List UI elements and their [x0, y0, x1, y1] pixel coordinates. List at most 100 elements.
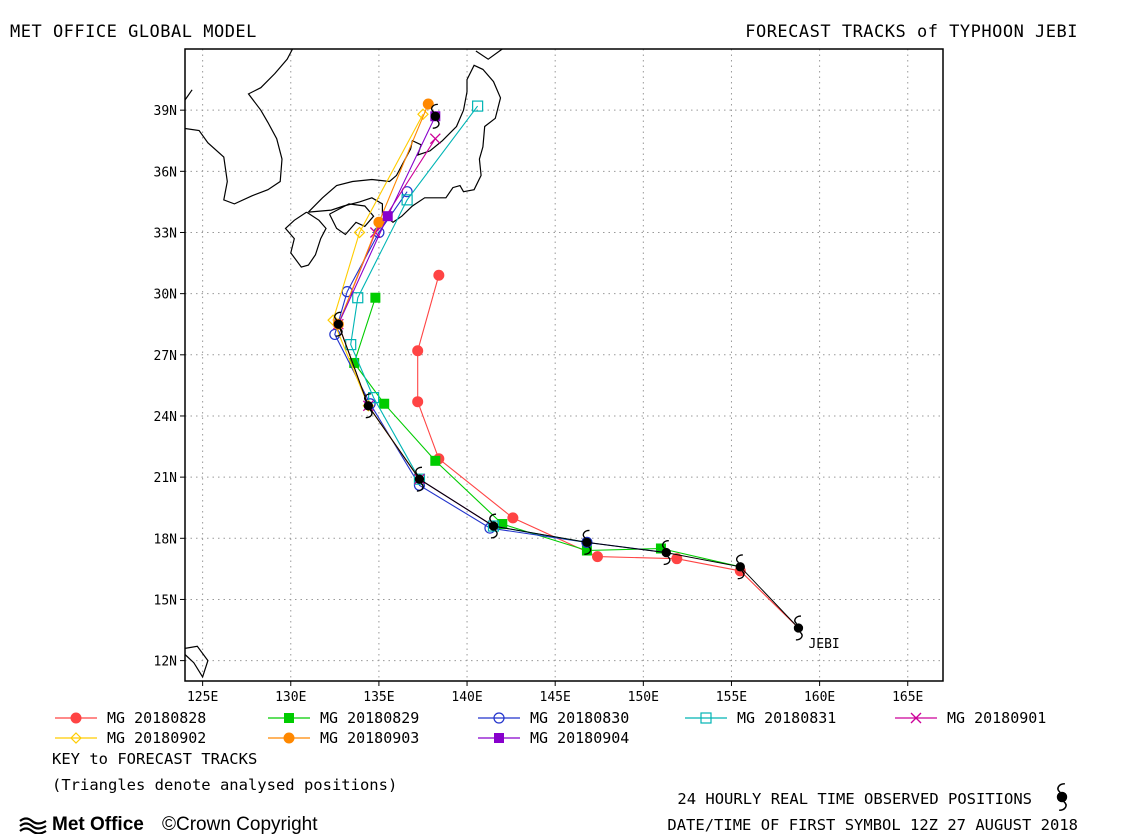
- lat-tick-label: 21N: [154, 471, 177, 486]
- typhoon-icon: [735, 554, 745, 580]
- track-marker: [417, 108, 429, 121]
- china-coastline: [184, 89, 193, 101]
- typhoon-icon: [363, 393, 374, 419]
- legend-entry: MG 20180828: [55, 709, 206, 727]
- track-marker: [412, 396, 424, 408]
- track-marker: [352, 292, 364, 304]
- title-model: MET OFFICE GLOBAL MODEL: [10, 22, 257, 42]
- track-marker: [373, 216, 385, 228]
- track-line: [350, 105, 587, 543]
- track-marker: [430, 455, 441, 466]
- lat-tick-label: 18N: [154, 532, 177, 547]
- track-line: [337, 138, 494, 527]
- observed-positions-label: 24 HOURLY REAL TIME OBSERVED POSITIONS: [677, 790, 1032, 808]
- typhoon-icon: [1056, 782, 1068, 812]
- track-marker: [433, 269, 445, 281]
- typhoon-icon: [414, 466, 425, 492]
- logo-text: Met Office: [52, 814, 144, 835]
- lon-tick-label: 165E: [892, 690, 923, 705]
- lat-tick-label: 39N: [154, 104, 177, 119]
- track-marker: [70, 732, 82, 744]
- shikoku-coastline: [328, 203, 375, 236]
- track-marker: [382, 211, 393, 222]
- legend-entry: MG 20180903: [268, 729, 419, 747]
- forecast-track: [332, 133, 494, 527]
- met-office-logo: Met Office: [18, 814, 144, 836]
- observed-track-line: [337, 324, 799, 629]
- track-marker: [349, 357, 360, 368]
- map-gridlines: [180, 49, 943, 686]
- legend-entry: MG 20180904: [478, 729, 629, 747]
- legend-label: MG 20180904: [530, 729, 629, 747]
- hokkaido-coastline: [475, 48, 503, 60]
- track-marker: [379, 398, 390, 409]
- track-marker: [413, 473, 426, 485]
- track-marker: [487, 520, 500, 532]
- map-frame: [184, 48, 944, 682]
- track-marker: [422, 98, 434, 110]
- legend-label: MG 20180830: [530, 709, 629, 727]
- korea-coastline: [184, 48, 294, 205]
- track-marker: [507, 512, 519, 524]
- luzon-coastline: [184, 645, 209, 679]
- track-marker: [910, 712, 922, 724]
- track-line: [353, 297, 741, 568]
- legend-entry: MG 20180902: [55, 729, 206, 747]
- typhoon-icon: [333, 311, 344, 337]
- track-marker: [370, 292, 381, 303]
- track-legend: MG 20180828 MG 20180829 MG 20180830 MG 2018…: [55, 709, 1046, 747]
- track-marker: [70, 712, 82, 724]
- track-marker: [671, 553, 683, 565]
- track-marker: [429, 133, 441, 145]
- first-symbol-date-label: DATE/TIME OF FIRST SYMBOL 12Z 27 AUGUST …: [667, 816, 1078, 834]
- legend-entry: MG 20180829: [268, 709, 419, 727]
- legend-label: MG 20180903: [320, 729, 419, 747]
- typhoon-icon: [661, 539, 671, 566]
- typhoon-icon: [488, 513, 499, 539]
- lon-tick-label: 150E: [628, 690, 659, 705]
- typhoon-icon: [582, 529, 592, 555]
- legend-label: MG 20180829: [320, 709, 419, 727]
- axis-tick-labels: 125E 130E 135E 140E 145E 150E 155E 160E 165E 12N 1…: [154, 104, 924, 705]
- forecast-track: [412, 269, 799, 629]
- coastlines: [184, 48, 503, 679]
- storm-name-label: JEBI: [808, 637, 839, 652]
- track-marker: [472, 100, 484, 112]
- track-marker: [581, 536, 593, 548]
- lat-tick-label: 12N: [154, 655, 177, 670]
- track-marker: [401, 194, 413, 206]
- observed-track: JEBI: [333, 103, 840, 652]
- legend-entry: MG 20180831: [685, 709, 836, 727]
- lon-tick-label: 135E: [363, 690, 394, 705]
- track-marker: [493, 712, 505, 724]
- key-title: KEY to FORECAST TRACKS: [52, 750, 258, 768]
- track-marker: [283, 732, 295, 744]
- legend-entry: MG 20180901: [895, 709, 1046, 727]
- lon-tick-label: 155E: [716, 690, 747, 705]
- lon-tick-label: 145E: [540, 690, 571, 705]
- lon-tick-label: 125E: [187, 690, 218, 705]
- typhoon-icon: [430, 103, 440, 129]
- lat-tick-label: 33N: [154, 226, 177, 241]
- track-marker: [401, 186, 413, 198]
- legend-label: MG 20180828: [107, 709, 206, 727]
- kyushu-coastline: [284, 211, 327, 268]
- lon-tick-label: 160E: [804, 690, 835, 705]
- track-marker: [284, 713, 294, 723]
- honshu-coastline: [307, 64, 502, 224]
- forecast-track: [349, 292, 741, 568]
- track-marker: [591, 551, 603, 563]
- track-marker: [412, 345, 424, 357]
- track-marker: [700, 712, 712, 724]
- typhoon-icon: [793, 615, 804, 641]
- key-subtitle: (Triangles denote analysed positions): [52, 776, 398, 794]
- lat-tick-label: 24N: [154, 410, 177, 425]
- lon-tick-label: 130E: [275, 690, 306, 705]
- track-marker: [368, 392, 380, 404]
- track-marker: [655, 543, 666, 554]
- legend-label: MG 20180831: [737, 709, 836, 727]
- track-marker: [581, 545, 592, 556]
- wave-logo-icon: [19, 817, 47, 834]
- typhoon-icon: [1056, 782, 1068, 812]
